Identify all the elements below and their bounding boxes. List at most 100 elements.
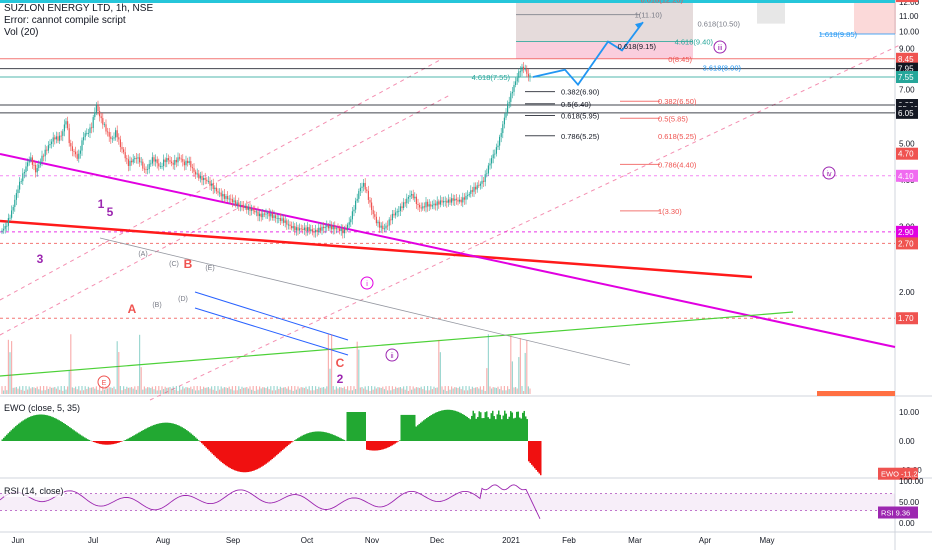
ewo-bar [174,423,176,441]
ewo-bar [432,414,434,441]
ewo-bar [478,411,480,441]
volume-bar [267,386,269,394]
candle [401,206,403,209]
volume-bar [311,386,313,394]
candle [294,226,296,231]
candle [443,201,445,203]
ewo-bar [108,441,110,445]
candle [19,181,21,190]
volume-bar [118,352,120,394]
candle [39,161,41,165]
candle [161,166,163,167]
volume-bar [111,388,113,394]
ewo-bar [102,441,104,445]
volume-bar [51,387,53,394]
price-tag-label: 2.90 [898,228,914,237]
ewo-bar [16,424,18,441]
volume-bar [374,386,376,394]
candle [516,77,518,82]
ewo-bar [456,411,458,441]
ewo-bar [499,414,501,441]
ewo-bar [202,441,204,445]
volume-bar [526,340,528,394]
time-axis-label: Sep [226,536,241,545]
ewo-bar [480,412,482,441]
volume-bar [292,390,294,394]
channel-line [149,44,901,401]
volume-bar [228,386,230,394]
ewo-bar [507,418,509,441]
volume-bar [297,386,299,394]
ewo-bar [321,431,323,441]
volume-bar [83,390,85,394]
ewo-bar [361,412,363,441]
volume-bar [100,390,102,394]
ewo-bar [231,441,233,469]
volume-bar [190,386,192,394]
ewo-bar [336,436,338,441]
candle [484,174,486,182]
volume-bar [331,334,333,394]
ewo-bar [93,441,95,442]
volume-bar [305,386,307,394]
candle [311,229,313,232]
candle [268,212,270,217]
ewo-bar [126,439,128,441]
volume-bar [84,386,86,394]
ewo-bar [187,431,189,441]
volume-bar [465,386,467,394]
fib-label: 0.618(5.25) [658,132,697,141]
volume-bar [411,389,413,394]
channel-line [0,59,441,301]
volume-bar [134,386,136,394]
volume-bar [475,387,477,394]
volume-bar [222,388,224,394]
ewo-bar [196,438,198,441]
ewo-bar [99,441,101,444]
ewo-bar [352,412,354,441]
ewo-bar [322,431,324,441]
volume-bar [52,387,54,394]
ewo-bar [471,415,473,441]
candle [6,225,8,227]
volume-bar [15,386,17,394]
volume-bar [123,386,125,394]
candle [323,226,325,229]
ewo-bar [73,430,75,441]
candle [278,218,280,219]
candle [87,132,89,134]
ewo-bar [394,441,396,444]
candle [196,173,198,175]
ewo-bar [346,412,348,441]
ewo-bar [388,441,390,447]
ewo-bar [486,411,488,441]
candle [263,213,265,215]
price-tag-label: 7.95 [898,65,914,74]
price-tag [896,225,918,238]
volume-bar [265,388,267,394]
ewo-bar [270,441,272,461]
volume-bar [193,386,195,394]
candle [452,198,454,201]
candle [110,136,112,139]
candle [155,159,157,162]
ewo-bar [60,421,62,441]
volume-bar [391,386,393,394]
volume-bar [395,386,397,394]
volume-bar [203,386,205,394]
candle [89,127,91,133]
ewo-bar [75,431,77,441]
ewo-bar [382,441,384,450]
volume-bar [271,390,273,394]
price-tick-label: 2.00 [899,288,915,297]
fib-label: 0.5(6.40) [561,100,592,109]
volume-bar [268,389,270,394]
ewo-bar [316,431,318,441]
volume-bar [380,387,382,394]
candle [203,177,205,181]
ewo-bar [147,427,149,441]
ewo-bar [511,412,513,441]
candle [92,117,94,128]
candle [244,205,246,208]
